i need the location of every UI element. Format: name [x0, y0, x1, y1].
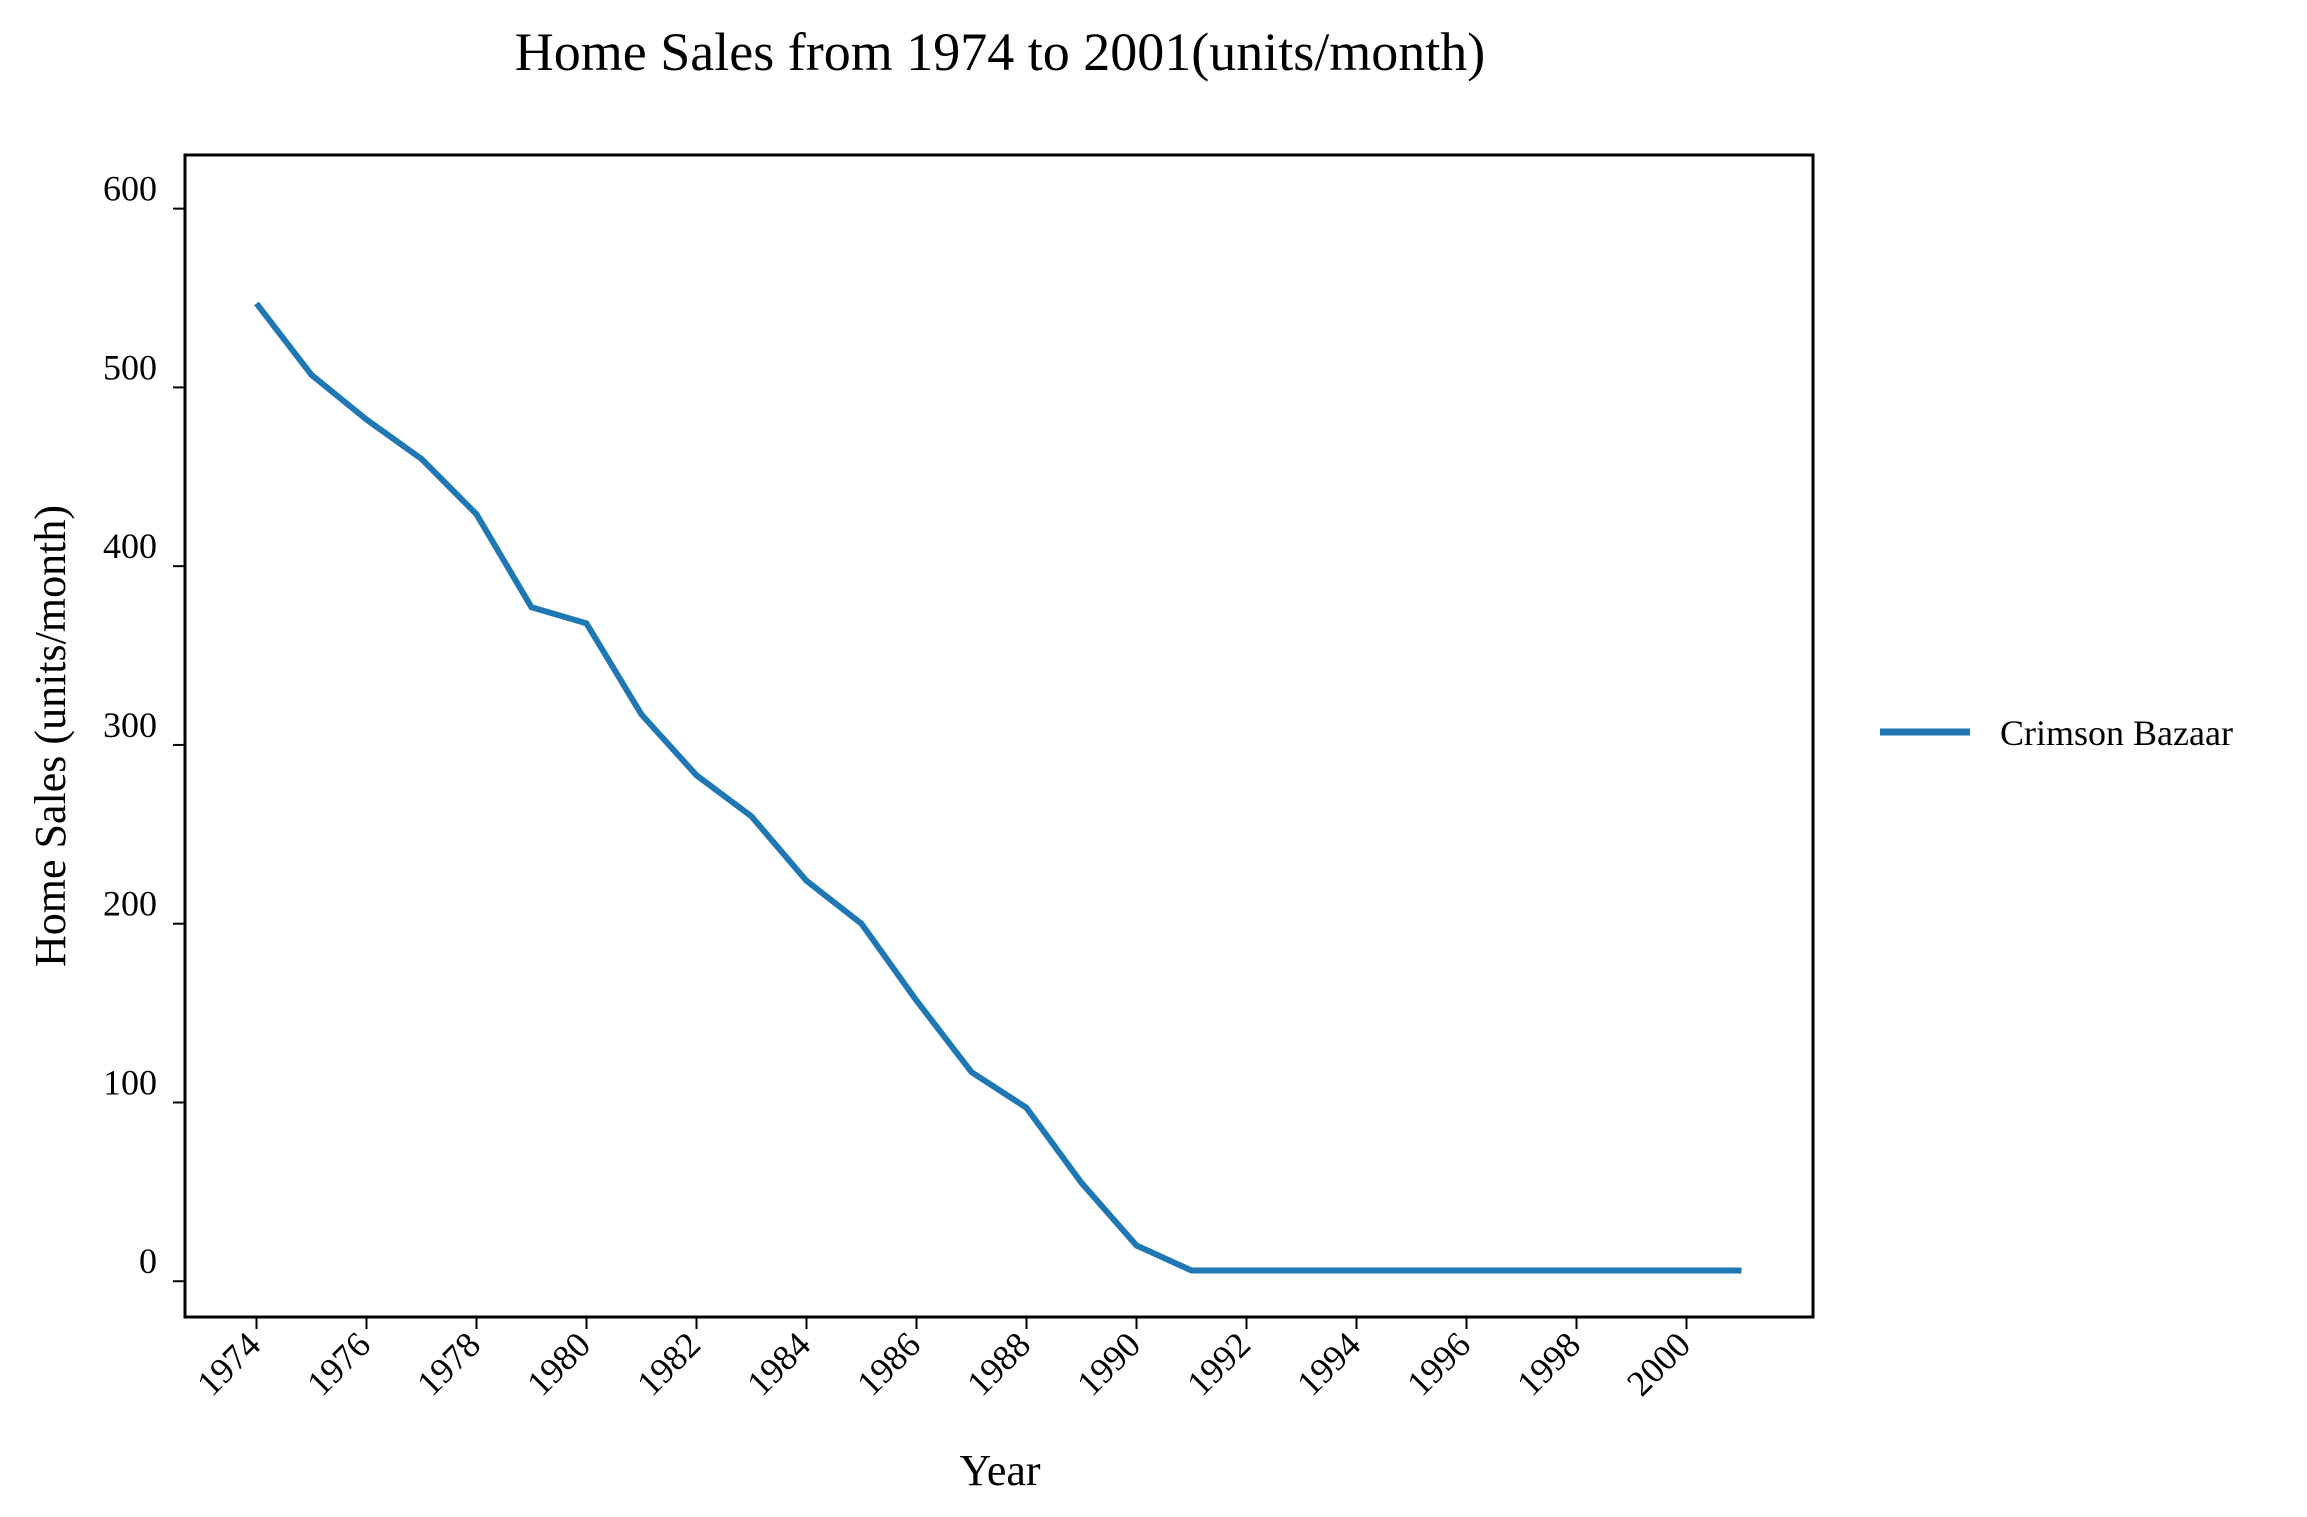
x-tick-label: 1998 [1509, 1324, 1588, 1403]
chart-title: Home Sales from 1974 to 2001(units/month… [515, 22, 1485, 82]
x-tick-label: 1988 [959, 1324, 1038, 1403]
x-tick-label: 1994 [1289, 1324, 1368, 1403]
y-tick-label: 100 [103, 1062, 157, 1102]
legend: Crimson Bazaar [1880, 713, 2233, 753]
plot-area-frame [183, 153, 1815, 1319]
x-tick-label: 1974 [189, 1324, 268, 1403]
series-line-crimson-bazaar [254, 301, 1742, 1274]
y-axis-label: Home Sales (units/month) [26, 505, 75, 967]
x-tick-label: 1986 [849, 1324, 928, 1403]
x-tick-label: 1984 [739, 1324, 818, 1403]
x-tick-label: 1990 [1069, 1324, 1148, 1403]
x-tick-label: 1976 [299, 1324, 378, 1403]
y-tick-label: 300 [103, 705, 157, 745]
y-tick-label: 0 [139, 1241, 157, 1281]
y-tick-label: 200 [103, 884, 157, 924]
x-tick-label: 1980 [519, 1324, 598, 1403]
x-axis: 1974 1976 1978 1980 1982 1984 1986 1988 1990 1992… [189, 1317, 1698, 1404]
legend-label: Crimson Bazaar [2000, 713, 2233, 753]
x-tick-label: 1992 [1179, 1324, 1258, 1403]
x-tick-label: 1996 [1399, 1324, 1478, 1403]
x-tick-label: 1978 [409, 1324, 488, 1403]
x-tick-label: 1982 [629, 1324, 708, 1403]
y-tick-label: 400 [103, 526, 157, 566]
x-axis-label: Year [959, 1446, 1040, 1495]
y-axis: 0 100 200 300 400 500 600 [103, 169, 185, 1283]
y-tick-label: 500 [103, 347, 157, 387]
x-tick-label: 2000 [1619, 1324, 1698, 1403]
y-tick-label: 600 [103, 169, 157, 209]
